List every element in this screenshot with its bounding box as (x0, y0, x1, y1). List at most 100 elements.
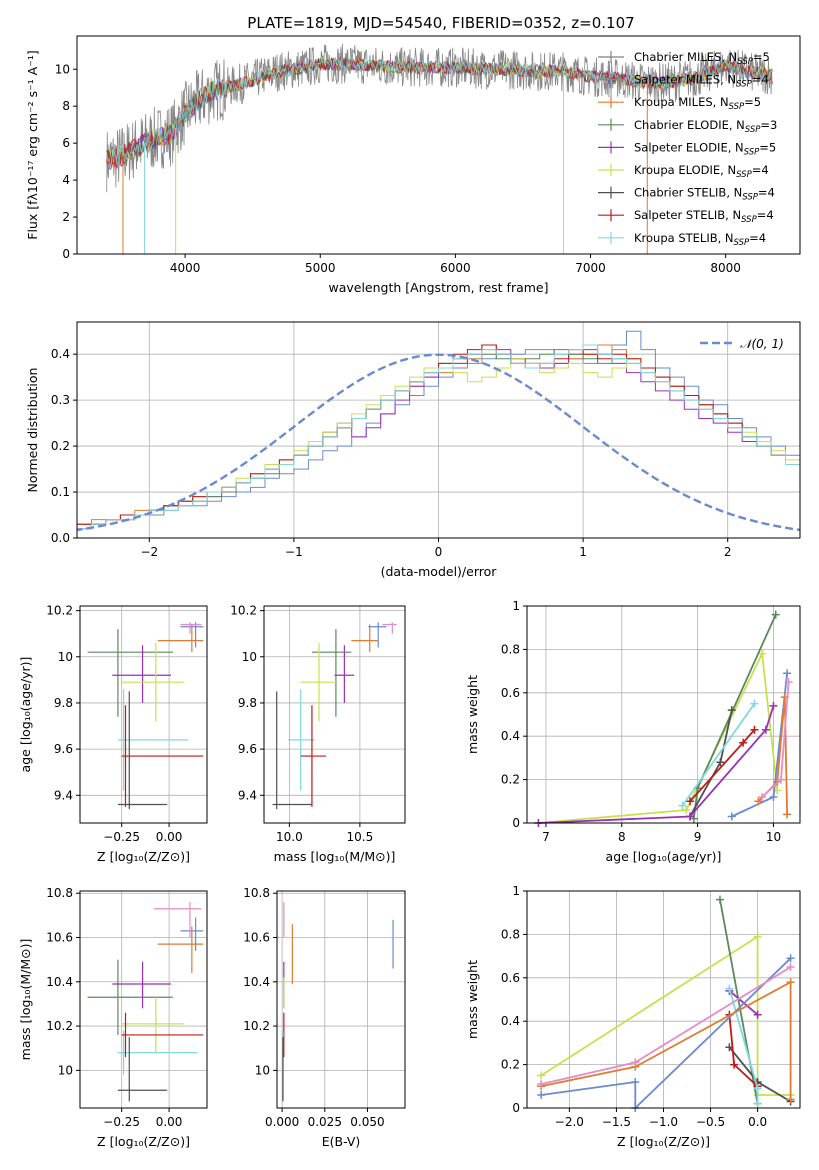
y-tick-label: 10.2 (46, 1019, 73, 1033)
x-axis-label: Z [log₁₀(Z/Z⊙)] (617, 1134, 710, 1149)
error-cross (117, 1037, 168, 1102)
mass-weight-marker (537, 1080, 546, 1089)
mass-weight-line (681, 703, 756, 807)
error-cross (180, 917, 204, 951)
mass-weight-marker (686, 797, 695, 806)
mass-weight-marker (783, 810, 792, 819)
legend-label: Salpeter STELIB, NSSP=4 (634, 208, 774, 225)
residual-histogram-panel: −2 −1 0 1 2 0.0 0.1 0.2 0.3 0.4 (data-model)/error… (25, 321, 801, 579)
axes-frame: 10.0 10.5 9.4 9.6 9.8 10 10.2 mass [log₁₀(M/M⊙)… (230, 604, 406, 864)
y-tick-label: 0 (512, 816, 520, 830)
y-axis-label: Flux [fλ10⁻¹⁷ erg cm⁻² s⁻¹ A⁻¹] (25, 50, 40, 239)
x-tick-label: 5000 (305, 261, 336, 275)
mass-weight-marker (715, 895, 724, 904)
mass-weight-line (540, 980, 792, 1100)
mass-weight-marker (753, 932, 762, 941)
y-tick-label: 10.4 (243, 975, 270, 989)
x-tick-label: 10 (766, 830, 781, 844)
y-tick-label: 0.2 (501, 1058, 520, 1072)
x-axis-label: age [log₁₀(age/yr)] (606, 849, 722, 864)
x-axis-label: (data-model)/error (381, 564, 498, 579)
mass-weight-marker (777, 775, 786, 784)
error-cross (117, 1030, 198, 1075)
mass-weight-marker (786, 954, 795, 963)
mass-weight-marker (631, 1058, 640, 1067)
legend-label: Salpeter ELODIE, NSSP=5 (634, 140, 776, 157)
y-axis-label: age [log₁₀(age/yr)] (18, 657, 33, 773)
plot-area (272, 622, 397, 810)
axes-border (79, 890, 208, 1109)
mass-weight-marker (769, 701, 778, 710)
x-tick-label: 0.050 (350, 1115, 384, 1129)
x-tick-label: 0 (435, 545, 443, 559)
legend-label: Kroupa ELODIE, NSSP=4 (634, 163, 769, 180)
mass-weight-line (540, 957, 792, 1111)
axes-frame: −0.25 0.00 10 10.2 10.4 10.6 10.8 Z [log₁₀(Z/Z⊙… (18, 886, 208, 1149)
y-axis-label: mass weight (465, 960, 480, 1039)
x-tick-label: 2 (724, 545, 732, 559)
mass-weight-marker (631, 1077, 640, 1086)
y-axis-label: mass weight (465, 675, 480, 754)
mass-weight-line (719, 899, 759, 1104)
mass-weight-marker (771, 610, 780, 619)
mass-weight-marker (727, 812, 736, 821)
legend-label: Chabrier ELODIE, NSSP=3 (634, 118, 777, 135)
age-vs-mass-panel: 10.0 10.5 9.4 9.6 9.8 10 10.2 mass [log₁₀(M/M⊙)… (230, 604, 406, 864)
legend-label: Salpeter MILES, NSSP=4 (634, 73, 769, 90)
histogram-series (77, 344, 800, 538)
x-axis-label: mass [log₁₀(M/M⊙)] (274, 849, 396, 864)
mass-weight-line (538, 705, 775, 824)
legend-label: 𝒩(0, 1) (740, 337, 784, 351)
y-tick-label: 0.0 (51, 531, 70, 545)
x-tick-label: 0.0 (748, 1115, 767, 1129)
age-vs-metallicity-panel: −0.25 0.00 9.4 9.6 9.8 10 10.2 Z [log₁₀(Z/Z⊙)] a… (18, 604, 208, 864)
y-tick-label: 4 (62, 173, 70, 187)
plot-area (106, 43, 774, 254)
x-axis-label: E(B-V) (322, 1134, 361, 1149)
error-cross (87, 629, 173, 717)
y-tick-label: 10 (255, 1063, 270, 1077)
error-cross (112, 961, 171, 1009)
mass-weight-marker (761, 725, 770, 734)
y-tick-label: 0.6 (501, 686, 520, 700)
axes-frame: 0.000 0.025 0.050 10 10.2 10.4 10.6 10.8 E(B-V) (243, 886, 406, 1149)
y-tick-label: 1 (512, 599, 520, 613)
error-cross (351, 624, 379, 653)
error-cross (121, 642, 185, 722)
mass-weight-line (728, 1046, 792, 1103)
x-tick-label: −1.5 (602, 1115, 631, 1129)
x-tick-label: 0.000 (265, 1115, 299, 1129)
plot-area (282, 902, 394, 1102)
y-tick-label: 0.2 (51, 439, 70, 453)
y-tick-label: 10.6 (243, 931, 270, 945)
y-tick-label: 0.6 (501, 971, 520, 985)
mass-weight-marker (754, 797, 763, 806)
x-tick-label: 8 (618, 830, 626, 844)
x-tick-label: 8000 (710, 261, 741, 275)
mass-weight-line (728, 988, 759, 1104)
mass-vs-ebv-panel: 0.000 0.025 0.050 10 10.2 10.4 10.6 10.8 E(B-V) (243, 886, 406, 1149)
error-cross (300, 642, 336, 722)
mass-weight-marker (753, 1084, 762, 1093)
plot-area (87, 622, 204, 810)
y-tick-label: 0.1 (51, 485, 70, 499)
legend-label: Kroupa STELIB, NSSP=4 (634, 231, 766, 248)
y-axis-label: Normed distribution (25, 368, 40, 493)
axes-frame: −2.0 −1.5 −1.0 −0.5 0.0 0 0.2 0.4 0.6 0.8 1 Z [log₁… (465, 884, 801, 1149)
legend-label: Chabrier STELIB, NSSP=4 (634, 186, 775, 203)
x-tick-label: 0.025 (308, 1115, 342, 1129)
y-tick-label: 10.6 (46, 931, 73, 945)
legend: Chabrier MILES, NSSP=5 Salpeter MILES, NS… (598, 50, 777, 248)
x-tick-label: −2 (140, 545, 158, 559)
plot-area (87, 902, 204, 1102)
y-tick-label: 0.4 (51, 347, 70, 361)
x-tick-label: −0.25 (103, 830, 140, 844)
histogram-series (77, 330, 800, 538)
y-tick-label: 0.8 (501, 642, 520, 656)
y-tick-label: 8 (62, 99, 70, 113)
mass-weight-marker (678, 801, 687, 810)
y-tick-label: 10 (58, 650, 73, 664)
mass-weight-marker (753, 1099, 762, 1108)
error-cross (311, 629, 352, 717)
y-tick-label: 0.4 (501, 729, 520, 743)
